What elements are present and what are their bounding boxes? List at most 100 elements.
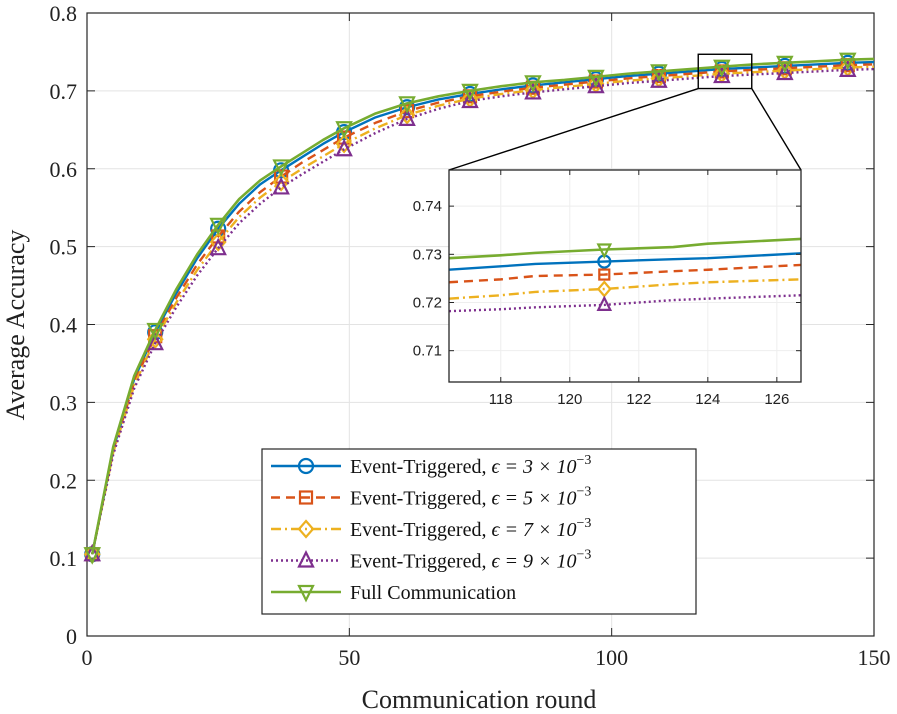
inset-series-line: [448, 237, 802, 260]
legend-label-text: Full Communication: [350, 582, 516, 604]
y-tick-label: 0.5: [50, 235, 78, 260]
legend-label-math: ϵ = 7 × 10: [491, 519, 576, 541]
main-axes-frame: [86, 12, 875, 637]
data-point: [272, 159, 290, 177]
legend-label-math: ϵ = 3 × 10: [491, 456, 576, 478]
legend-label-exponent: −3: [577, 453, 592, 468]
inset-x-tick-label: 122: [626, 391, 651, 408]
y-tick-label: 0.1: [50, 546, 78, 571]
data-point: [587, 69, 605, 88]
y-tick-label: 0: [66, 624, 77, 649]
legend-marker: [297, 457, 315, 475]
legend-label-math: ϵ = 5 × 10: [491, 488, 576, 510]
inset-data-point: [596, 243, 613, 259]
data-point: [461, 83, 479, 102]
legend-label: Full Communication: [350, 582, 516, 604]
data-point: [399, 104, 415, 119]
data-point: [587, 75, 605, 94]
legend-marker: [297, 550, 315, 568]
zoom-connector-right: [751, 88, 802, 171]
main-tick-labels: 0 50 100 150 0 0.1 0.2 0.3 0.4 0.5 0.6 0.7 0.8: [50, 1, 891, 670]
data-point: [335, 134, 353, 154]
data-point: [335, 138, 353, 157]
y-tick-label: 0.7: [50, 79, 78, 104]
data-point: [272, 176, 290, 195]
legend-label: Event-Triggered, ϵ = 3 × 10−3: [350, 453, 591, 478]
data-point: [398, 105, 416, 125]
inset-x-tick-label: 118: [489, 391, 513, 408]
y-tick-label: 0.2: [50, 468, 78, 493]
data-point: [650, 64, 668, 82]
data-point: [83, 547, 102, 565]
legend-label-math: ϵ = 9 × 10: [491, 551, 576, 573]
data-point: [335, 121, 353, 139]
data-point: [398, 96, 416, 114]
legend-marker: [298, 490, 314, 505]
main-series-layer: [83, 52, 875, 565]
legend-label: Event-Triggered, ϵ = 7 × 10−3: [350, 516, 591, 541]
data-point: [209, 232, 227, 252]
inset-y-tick-label: 0.72: [413, 295, 442, 312]
legend-entry-1: Event-Triggered, ϵ = 5 × 10−3: [271, 485, 591, 510]
data-point: [713, 65, 731, 84]
data-point: [209, 217, 227, 236]
inset-series-line: [448, 278, 802, 300]
data-point: [713, 59, 731, 78]
data-point: [146, 329, 164, 349]
x-tick-label: 0: [82, 645, 93, 670]
legend-label: Event-Triggered, ϵ = 9 × 10−3: [350, 548, 591, 573]
legend-label-exponent: −3: [577, 548, 592, 563]
legend-label-exponent: −3: [577, 516, 592, 531]
inset-background: [449, 170, 801, 382]
inset-frame: [448, 169, 802, 383]
legend-label-text: Event-Triggered,: [350, 519, 491, 541]
legend-entry-3: Event-Triggered, ϵ = 9 × 10−3: [271, 548, 591, 573]
legend-entry-4: Full Communication: [271, 582, 516, 604]
y-tick-label: 0.4: [50, 313, 78, 338]
data-point: [398, 108, 416, 127]
zoom-connector-left: [448, 87, 699, 171]
y-tick-label: 0.6: [50, 157, 78, 182]
data-point: [524, 75, 542, 93]
y-axis-title: Average Accuracy: [1, 230, 30, 421]
data-point: [209, 237, 227, 256]
zoom-indicator: [448, 53, 802, 171]
data-point: [776, 62, 794, 81]
zoom-window-box: [697, 53, 753, 90]
legend-box: [261, 448, 697, 615]
legend-marker: [297, 584, 315, 603]
legend-marker: [297, 519, 315, 539]
x-axis-title: Communication round: [362, 685, 597, 714]
inset-y-tick-label: 0.74: [413, 198, 442, 215]
inset-zoom-plot: 118 120 122 124 126 0.71 0.72 0.73 0.74: [413, 169, 802, 408]
inset-series-4: [448, 237, 802, 260]
inset-data-point: [596, 295, 613, 312]
data-point: [524, 81, 542, 100]
y-tick-label: 0.3: [50, 390, 78, 415]
x-tick-label: 50: [338, 645, 360, 670]
series-line: [91, 63, 875, 555]
data-point: [461, 90, 479, 109]
inset-series-1: [448, 263, 802, 284]
legend-label-text: Event-Triggered,: [350, 488, 491, 510]
inset-series-3: [448, 294, 802, 313]
data-point: [776, 55, 794, 74]
inset-series-line: [448, 252, 802, 271]
data-point: [146, 332, 164, 351]
series-line: [91, 65, 875, 555]
inset-series-line: [448, 263, 802, 284]
data-point: [838, 52, 857, 71]
data-point: [838, 59, 857, 77]
inset-series-line: [448, 294, 802, 313]
legend-label-text: Event-Triggered,: [350, 551, 491, 573]
inset-y-tick-label: 0.71: [413, 343, 442, 360]
series-line: [91, 67, 875, 555]
x-tick-label: 150: [858, 645, 891, 670]
inset-data-point: [598, 268, 611, 281]
legend-entry-0: Event-Triggered, ϵ = 3 × 10−3: [271, 453, 591, 478]
legend: Event-Triggered, ϵ = 3 × 10−3Event-Trigg…: [261, 448, 697, 615]
legend-label-text: Event-Triggered,: [350, 456, 491, 478]
data-point: [146, 322, 164, 341]
legend-label: Event-Triggered, ϵ = 5 × 10−3: [350, 485, 591, 510]
